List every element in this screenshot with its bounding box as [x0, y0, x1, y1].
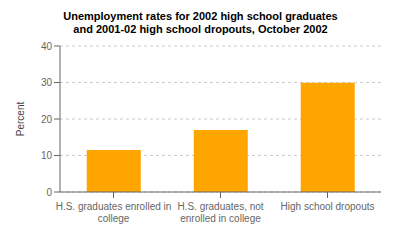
svg-text:40: 40 [41, 41, 53, 52]
svg-text:10: 10 [41, 150, 53, 161]
svg-text:H.S. graduates, notenrolled in: H.S. graduates, notenrolled in college [177, 201, 263, 224]
svg-text:0: 0 [46, 187, 52, 198]
svg-text:20: 20 [41, 114, 53, 125]
svg-text:30: 30 [41, 77, 53, 88]
html-text:Unemployment rates for 2002 hi: Unemployment rates for 2002 high school … [63, 10, 338, 22]
html-text:and 2001-02 high school dropou: and 2001-02 high school dropouts, Octobe… [73, 23, 328, 35]
svg-text:H.S. graduates enrolled incoll: H.S. graduates enrolled incollege [56, 201, 172, 224]
svg-text:High school dropouts: High school dropouts [281, 201, 375, 212]
svg-text:Percent: Percent [15, 102, 26, 137]
